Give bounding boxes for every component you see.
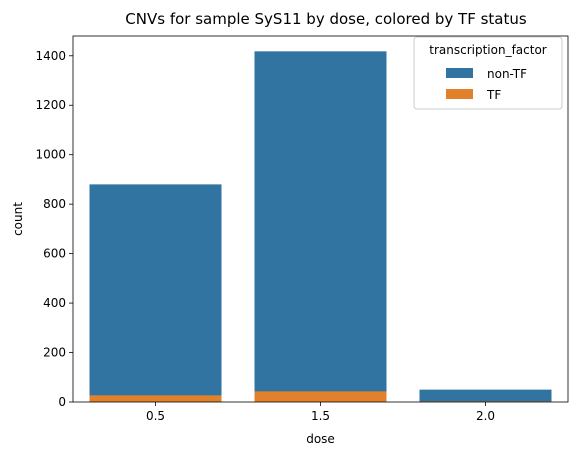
- bar-non-tf-0-5: [89, 184, 222, 402]
- y-tick-label: 1200: [35, 98, 66, 112]
- x-tick-label: 2.0: [476, 409, 495, 423]
- y-tick-label: 1000: [35, 148, 66, 162]
- y-tick-label: 1400: [35, 49, 66, 63]
- y-tick-label: 800: [43, 197, 66, 211]
- bar-non-tf-2-0: [419, 389, 552, 402]
- y-tick-label: 600: [43, 247, 66, 261]
- y-tick-label: 400: [43, 296, 66, 310]
- chart-title: CNVs for sample SyS11 by dose, colored b…: [125, 10, 527, 28]
- y-tick-label: 0: [58, 395, 66, 409]
- legend-items: non-TF TF: [446, 67, 527, 102]
- plot-frame: [72, 35, 569, 403]
- bar-non-tf-1-5: [254, 51, 387, 403]
- x-axis-ticks: 0.5 1.5 2.0: [146, 402, 495, 423]
- x-tick-label: 1.5: [311, 409, 330, 423]
- bar-tf-0-5: [89, 395, 222, 402]
- x-tick-label: 0.5: [146, 409, 165, 423]
- y-tick-label: 200: [43, 346, 66, 360]
- legend: transcription_factor non-TF TF: [413, 36, 563, 110]
- legend-swatch: [446, 89, 473, 99]
- legend-label: TF: [486, 88, 501, 102]
- legend-label: non-TF: [487, 67, 527, 81]
- y-axis-ticks: 0 200 400 600 800 1000 1200 1400: [35, 49, 73, 409]
- legend-swatch: [446, 68, 473, 78]
- legend-title: transcription_factor: [429, 43, 547, 57]
- x-axis-label: dose: [306, 432, 335, 446]
- bar-tf-1-5: [254, 391, 387, 402]
- y-axis-label: count: [11, 202, 25, 236]
- bars: [89, 51, 552, 403]
